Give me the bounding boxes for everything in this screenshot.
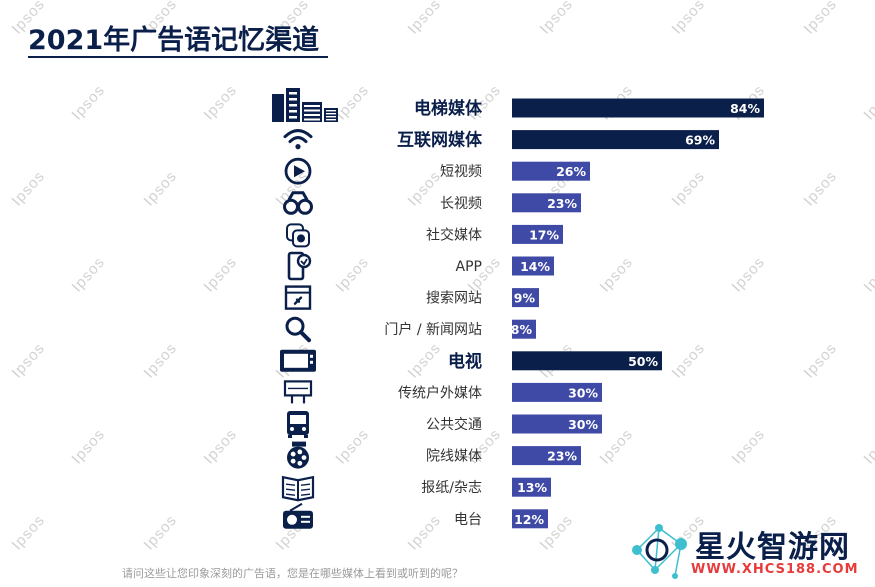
bar — [512, 130, 719, 150]
social-media-icon — [286, 223, 310, 248]
binoculars-icon — [283, 191, 313, 215]
category-label: 传统户外媒体 — [398, 384, 482, 401]
value-label: 26% — [556, 164, 586, 179]
value-label: 30% — [568, 385, 598, 400]
page-title: 2021年广告语记忆渠道 — [28, 25, 320, 56]
value-label: 12% — [514, 512, 544, 527]
search-website-icon — [284, 285, 312, 310]
category-label: 搜索网站 — [426, 290, 482, 307]
magnifier-icon — [285, 316, 311, 343]
value-label: 17% — [529, 227, 559, 242]
value-label: 9% — [514, 291, 536, 306]
bar — [512, 446, 581, 466]
bar — [512, 414, 602, 434]
value-label: 23% — [547, 449, 577, 464]
value-label: 8% — [511, 322, 533, 337]
value-label: 50% — [628, 354, 658, 369]
bar — [512, 319, 536, 339]
category-label: 互联网媒体 — [397, 130, 483, 151]
survey-question: 请问这些让您印象深刻的广告语，您是在哪些媒体上看到或听到的呢？ — [122, 567, 463, 580]
play-icon — [284, 157, 312, 185]
wifi-icon — [283, 129, 313, 150]
category-label: 电视 — [448, 351, 482, 372]
newspaper-icon — [281, 475, 315, 502]
bar — [512, 256, 554, 276]
billboard-icon — [283, 380, 313, 404]
value-label: 23% — [547, 196, 577, 211]
network-logo-icon — [632, 524, 687, 579]
category-label: 长视频 — [440, 196, 482, 212]
value-label: 84% — [730, 101, 760, 116]
bar — [512, 161, 590, 181]
value-label: 13% — [517, 480, 547, 495]
bus-icon — [287, 411, 309, 438]
film-reel-icon — [287, 441, 309, 469]
title-underline — [28, 56, 328, 58]
category-label: 社交媒体 — [426, 226, 482, 243]
category-label: 公共交通 — [426, 416, 482, 433]
bar — [512, 477, 551, 497]
category-label: 短视频 — [440, 164, 482, 180]
bar — [512, 351, 662, 371]
brand-logo: 星火智游网 WWW.XHCS188.COM — [625, 520, 875, 583]
category-label: 报纸/杂志 — [421, 480, 482, 496]
brand-name: 星火智游网 — [695, 530, 850, 565]
category-label: 门户 / 新闻网站 — [384, 321, 482, 338]
value-label: 30% — [568, 417, 598, 432]
category-label: 院线媒体 — [426, 449, 482, 465]
value-label: 69% — [685, 133, 715, 148]
bar — [512, 509, 548, 529]
building-icon — [272, 88, 338, 122]
category-label: APP — [456, 259, 482, 275]
bar — [512, 98, 764, 118]
category-label: 电台 — [454, 512, 482, 528]
value-label: 14% — [520, 259, 550, 274]
bar — [512, 382, 602, 402]
mobile-app-icon — [287, 251, 312, 281]
radio-icon — [283, 502, 313, 529]
brand-url: WWW.XHCS188.COM — [691, 562, 859, 577]
bar — [512, 224, 563, 244]
category-label: 电梯媒体 — [414, 98, 483, 119]
bar — [512, 193, 581, 213]
tv-icon — [280, 349, 316, 372]
bar — [512, 288, 539, 308]
